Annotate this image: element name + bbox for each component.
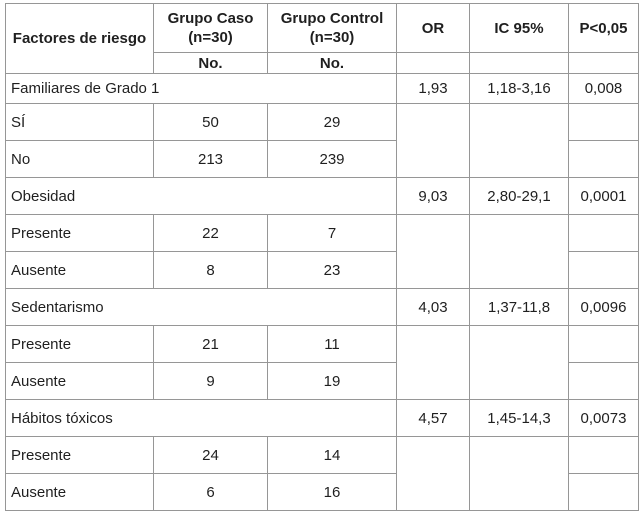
ic95-empty-cell	[469, 325, 569, 400]
header-grupo-control-line2: (n=30)	[309, 29, 355, 46]
header-grupo-caso-line2: (n=30)	[188, 29, 233, 46]
control-count: 14	[267, 436, 397, 474]
or-value: 9,03	[396, 177, 470, 215]
or-empty-cell	[396, 103, 470, 178]
sub-label: Presente	[5, 436, 154, 474]
control-count: 29	[267, 103, 397, 141]
subheader-or-empty	[396, 52, 470, 74]
or-value: 4,03	[396, 288, 470, 326]
p-value: 0,0096	[568, 288, 639, 326]
p-empty-cell	[568, 214, 639, 252]
factor-label: Obesidad	[5, 177, 397, 215]
header-grupo-control: Grupo Control (n=30)	[267, 3, 397, 53]
or-empty-cell	[396, 214, 470, 289]
header-grupo-caso-line1: Grupo Caso	[167, 9, 254, 27]
or-empty-cell	[396, 325, 470, 400]
or-empty-cell	[396, 436, 470, 511]
sub-label: Ausente	[5, 251, 154, 289]
factor-row-sedentarismo: Sedentarismo 4,03 1,37-11,8 0,0096	[5, 288, 639, 326]
p-empty-cell	[568, 362, 639, 400]
p-empty-cell	[568, 251, 639, 289]
control-count: 7	[267, 214, 397, 252]
caso-count: 22	[153, 214, 268, 252]
subheader-no-caso: No.	[153, 52, 268, 74]
ic95-empty-cell	[469, 103, 569, 178]
sub-label: No	[5, 140, 154, 178]
control-count: 11	[267, 325, 397, 363]
ic95-value: 2,80-29,1	[469, 177, 569, 215]
header-p: P<0,05	[568, 3, 639, 53]
sub-row: Ausente 8 23	[5, 251, 639, 289]
caso-count: 24	[153, 436, 268, 474]
factor-label: Familiares de Grado 1	[5, 73, 397, 104]
factor-row-obesidad: Obesidad 9,03 2,80-29,1 0,0001	[5, 177, 639, 215]
sub-label: Presente	[5, 325, 154, 363]
subheader-p-empty	[568, 52, 639, 74]
p-value: 0,0001	[568, 177, 639, 215]
sub-label: Presente	[5, 214, 154, 252]
sub-label: Ausente	[5, 473, 154, 511]
p-empty-cell	[568, 103, 639, 141]
sub-row: Ausente 6 16	[5, 473, 639, 511]
p-empty-cell	[568, 325, 639, 363]
ic95-empty-cell	[469, 436, 569, 511]
factor-row-familiares: Familiares de Grado 1 1,93 1,18-3,16 0,0…	[5, 73, 639, 104]
p-value: 0,0073	[568, 399, 639, 437]
sub-label: Ausente	[5, 362, 154, 400]
ic95-value: 1,45-14,3	[469, 399, 569, 437]
header-ic95: IC 95%	[469, 3, 569, 53]
header-row-1: Factores de riesgo Grupo Caso (n=30) Gru…	[5, 3, 639, 74]
caso-count: 50	[153, 103, 268, 141]
or-value: 1,93	[396, 73, 470, 104]
control-count: 239	[267, 140, 397, 178]
risk-factors-table-container: Factores de riesgo Grupo Caso (n=30) Gru…	[5, 3, 639, 511]
p-empty-cell	[568, 140, 639, 178]
ic95-empty-cell	[469, 214, 569, 289]
sub-row: Presente 24 14	[5, 436, 639, 511]
caso-count: 21	[153, 325, 268, 363]
p-value: 0,008	[568, 73, 639, 104]
caso-count: 9	[153, 362, 268, 400]
header-or: OR	[396, 3, 470, 53]
factor-label: Hábitos tóxicos	[5, 399, 397, 437]
ic95-value: 1,18-3,16	[469, 73, 569, 104]
p-empty-cell	[568, 436, 639, 474]
header-row-2: No. No.	[6, 52, 639, 74]
subheader-ic95-empty	[469, 52, 569, 74]
caso-count: 213	[153, 140, 268, 178]
sub-row: Presente 21 11	[5, 325, 639, 400]
subheader-no-control: No.	[267, 52, 397, 74]
sub-row: SÍ 50 29	[5, 103, 639, 178]
sub-row: Presente 22 7	[5, 214, 639, 289]
ic95-value: 1,37-11,8	[469, 288, 569, 326]
sub-row: No 213 239	[5, 140, 639, 178]
factor-label: Sedentarismo	[5, 288, 397, 326]
caso-count: 8	[153, 251, 268, 289]
sub-label: SÍ	[5, 103, 154, 141]
risk-factors-table: Factores de riesgo Grupo Caso (n=30) Gru…	[5, 3, 639, 511]
sub-row: Ausente 9 19	[5, 362, 639, 400]
header-grupo-caso: Grupo Caso (n=30)	[153, 3, 268, 53]
caso-count: 6	[153, 473, 268, 511]
header-factores-de-riesgo: Factores de riesgo	[5, 3, 154, 74]
p-empty-cell	[568, 473, 639, 511]
control-count: 19	[267, 362, 397, 400]
control-count: 16	[267, 473, 397, 511]
or-value: 4,57	[396, 399, 470, 437]
control-count: 23	[267, 251, 397, 289]
header-grupo-control-line1: Grupo Control	[280, 9, 384, 27]
factor-row-habitos-toxicos: Hábitos tóxicos 4,57 1,45-14,3 0,0073	[5, 399, 639, 437]
